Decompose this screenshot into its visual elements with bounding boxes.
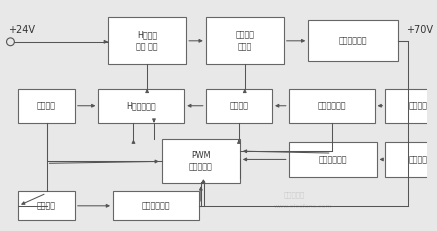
Text: 保护指示电路: 保护指示电路 [319, 155, 347, 164]
Text: 整流滤波电路: 整流滤波电路 [339, 36, 368, 45]
Bar [206, 17, 284, 64]
Text: H桥功率
变换 电路: H桥功率 变换 电路 [136, 31, 158, 51]
Bar [289, 142, 377, 176]
Bar [289, 89, 375, 123]
Bar [98, 89, 184, 123]
Bar [385, 142, 437, 176]
Text: H桥驱动电路: H桥驱动电路 [126, 101, 156, 110]
Text: 电流检测: 电流检测 [409, 155, 428, 164]
Text: 能量耗散电路: 能量耗散电路 [142, 201, 170, 210]
Text: +24V: +24V [8, 25, 35, 35]
Bar [308, 20, 398, 61]
Text: 辅助电源: 辅助电源 [37, 101, 56, 110]
Bar [162, 140, 240, 183]
Text: 短路检测: 短路检测 [229, 101, 248, 110]
Text: 隔离升压
变压器: 隔离升压 变压器 [235, 31, 254, 51]
Text: www.elecfans.com: www.elecfans.com [274, 204, 333, 209]
Bar [206, 89, 272, 123]
Text: 电压检测: 电压检测 [409, 101, 428, 110]
Bar [385, 89, 437, 123]
Bar [18, 191, 75, 220]
Text: 电子发烧友: 电子发烧友 [284, 191, 305, 198]
Text: PWM
脉冲发生器: PWM 脉冲发生器 [189, 151, 213, 171]
Bar [18, 89, 75, 123]
Bar [108, 17, 186, 64]
Text: 电压基准: 电压基准 [37, 201, 56, 210]
Text: 电压检测调节: 电压检测调节 [317, 101, 346, 110]
Text: +70V: +70V [406, 25, 433, 35]
Bar [113, 191, 199, 220]
